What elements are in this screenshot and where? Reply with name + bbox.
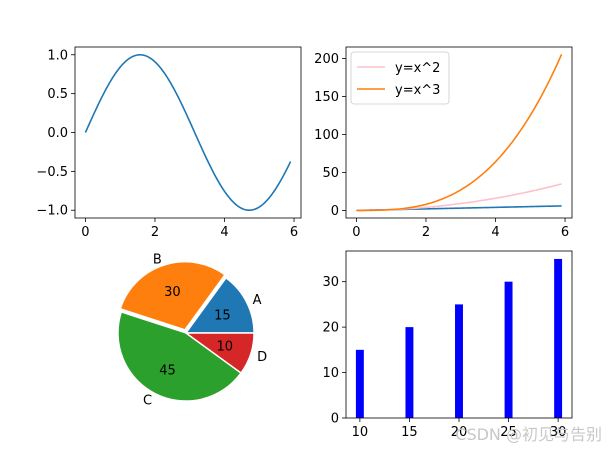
pie-value-label: 45 <box>159 363 176 378</box>
sine-y-tick-label: 1.0 <box>47 48 68 63</box>
bar-y-tick-label: 0 <box>331 412 339 427</box>
bar-y-tick-label: 10 <box>322 366 339 381</box>
sine-x-tick-label: 2 <box>151 225 159 240</box>
powers-legend-box <box>350 51 450 105</box>
sine-frame <box>74 46 302 219</box>
powers-y-tick-label: 150 <box>314 90 339 105</box>
pie-category-label: C <box>143 394 152 409</box>
bar-30 <box>554 258 563 418</box>
watermark: CSDN @初见与告别 <box>455 425 602 444</box>
bar-x-tick-label: 20 <box>451 425 468 440</box>
pie-slice-c <box>117 311 242 402</box>
powers-y-tick-label: 50 <box>322 166 339 181</box>
pie-value-label: 10 <box>217 340 234 355</box>
powers-x-tick-label: 0 <box>352 225 360 240</box>
bar-x-tick-label: 30 <box>550 425 567 440</box>
powers-x-tick-label: 2 <box>422 225 430 240</box>
sine-y-tick-label: 0.5 <box>47 87 68 102</box>
powers-frame <box>345 46 573 219</box>
powers-y-tick-label: 100 <box>314 128 339 143</box>
bar-x-tick-label: 10 <box>352 425 369 440</box>
sine-y-tick-label: −1.0 <box>36 204 68 219</box>
bar-25 <box>504 281 513 418</box>
pie-category-label: D <box>257 350 267 365</box>
powers-x-tick-label: 6 <box>561 225 569 240</box>
sine-y-tick-label: −0.5 <box>36 165 68 180</box>
sine-x-tick-label: 0 <box>81 225 89 240</box>
bar-20 <box>455 304 463 418</box>
sine-x-tick-label: 4 <box>220 225 228 240</box>
bar-y-tick-label: 30 <box>322 275 339 290</box>
bar-15 <box>405 327 414 418</box>
bar-y-tick-label: 20 <box>322 321 339 336</box>
powers-legend-label: y=x^3 <box>395 83 440 98</box>
bar-10 <box>355 349 364 418</box>
powers-x-tick-label: 4 <box>491 225 499 240</box>
pie-category-label: B <box>153 253 162 268</box>
bar-x-tick-label: 15 <box>401 425 418 440</box>
bar-chart: 10 15 20 25 30 0 10 20 30 <box>322 250 573 440</box>
sine-x-tick-label: 6 <box>290 225 298 240</box>
sine-chart: 0 2 4 6 −1.0 −0.5 0.0 0.5 1.0 <box>36 46 302 240</box>
pie-category-label: A <box>253 293 262 308</box>
pie-slice-a <box>184 277 255 334</box>
powers-series-y-x-3 <box>356 53 563 212</box>
powers-y-tick-label: 0 <box>331 204 339 219</box>
bar-frame <box>345 250 573 419</box>
powers-legend-label: y=x^2 <box>395 61 440 76</box>
sine-series-sin-x- <box>84 53 292 212</box>
pie-chart: 15 A 30 B 45 C 10 D <box>117 253 267 409</box>
pie-value-label: 30 <box>164 285 181 300</box>
powers-y-tick-label: 200 <box>314 52 339 67</box>
powers-chart: 0 2 4 6 0 50 100 150 200 y=x^2 y=x^3 <box>314 46 573 240</box>
pie-value-label: 15 <box>214 308 231 323</box>
sine-y-tick-label: 0.0 <box>47 126 68 141</box>
bar-x-tick-label: 25 <box>500 425 517 440</box>
pie-slice-b <box>119 261 226 331</box>
pie-slice-d <box>183 332 255 374</box>
